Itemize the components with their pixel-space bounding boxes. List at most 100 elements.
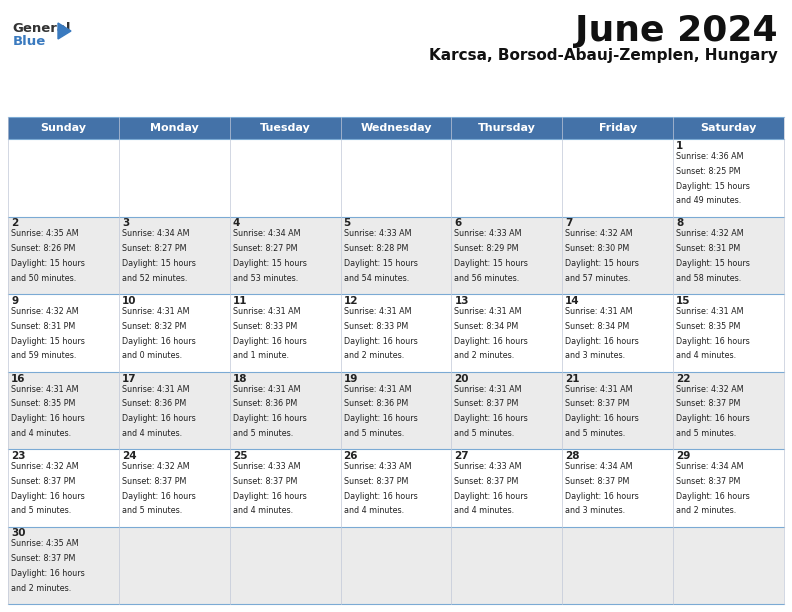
Text: 11: 11 xyxy=(233,296,247,306)
Text: Daylight: 16 hours: Daylight: 16 hours xyxy=(233,414,307,423)
Text: 26: 26 xyxy=(344,451,358,461)
Text: Sunday: Sunday xyxy=(40,123,86,133)
Bar xyxy=(119,449,230,526)
Text: Sunrise: 4:31 AM: Sunrise: 4:31 AM xyxy=(122,384,189,394)
Text: Sunset: 8:37 PM: Sunset: 8:37 PM xyxy=(233,477,297,486)
Text: Sunrise: 4:31 AM: Sunrise: 4:31 AM xyxy=(565,384,633,394)
Text: Sunrise: 4:34 AM: Sunrise: 4:34 AM xyxy=(565,462,633,471)
Text: Sunrise: 4:31 AM: Sunrise: 4:31 AM xyxy=(455,384,522,394)
Text: Daylight: 16 hours: Daylight: 16 hours xyxy=(455,414,528,423)
Text: Daylight: 15 hours: Daylight: 15 hours xyxy=(676,259,750,268)
Text: Daylight: 16 hours: Daylight: 16 hours xyxy=(676,414,750,423)
Text: Daylight: 16 hours: Daylight: 16 hours xyxy=(122,491,196,501)
Text: Sunset: 8:35 PM: Sunset: 8:35 PM xyxy=(676,322,741,330)
Text: 18: 18 xyxy=(233,373,247,384)
Text: Sunrise: 4:34 AM: Sunrise: 4:34 AM xyxy=(233,230,300,239)
Text: 14: 14 xyxy=(565,296,580,306)
Text: Sunset: 8:36 PM: Sunset: 8:36 PM xyxy=(233,399,297,408)
Bar xyxy=(119,526,230,604)
Bar xyxy=(230,294,341,371)
Text: Daylight: 16 hours: Daylight: 16 hours xyxy=(676,337,750,346)
Text: Sunrise: 4:31 AM: Sunrise: 4:31 AM xyxy=(233,307,300,316)
Text: Daylight: 15 hours: Daylight: 15 hours xyxy=(455,259,528,268)
Text: Daylight: 16 hours: Daylight: 16 hours xyxy=(455,337,528,346)
Bar xyxy=(230,526,341,604)
Text: and 59 minutes.: and 59 minutes. xyxy=(11,351,76,360)
Text: Sunrise: 4:31 AM: Sunrise: 4:31 AM xyxy=(676,307,744,316)
Bar xyxy=(451,294,562,371)
Text: Sunset: 8:37 PM: Sunset: 8:37 PM xyxy=(565,399,630,408)
Text: and 4 minutes.: and 4 minutes. xyxy=(11,429,71,438)
Text: 22: 22 xyxy=(676,373,691,384)
Bar xyxy=(562,139,673,217)
Text: 27: 27 xyxy=(455,451,469,461)
Text: 24: 24 xyxy=(122,451,136,461)
Text: Sunrise: 4:34 AM: Sunrise: 4:34 AM xyxy=(122,230,189,239)
Text: and 2 minutes.: and 2 minutes. xyxy=(455,351,515,360)
Bar xyxy=(230,217,341,294)
Text: and 5 minutes.: and 5 minutes. xyxy=(565,429,626,438)
Text: Daylight: 16 hours: Daylight: 16 hours xyxy=(11,569,85,578)
Text: 7: 7 xyxy=(565,218,573,228)
Text: Sunset: 8:37 PM: Sunset: 8:37 PM xyxy=(122,477,186,486)
Text: Daylight: 16 hours: Daylight: 16 hours xyxy=(11,414,85,423)
Text: Sunrise: 4:31 AM: Sunrise: 4:31 AM xyxy=(122,307,189,316)
Text: Saturday: Saturday xyxy=(700,123,757,133)
Bar xyxy=(562,526,673,604)
Text: Sunrise: 4:33 AM: Sunrise: 4:33 AM xyxy=(233,462,300,471)
Text: Sunrise: 4:32 AM: Sunrise: 4:32 AM xyxy=(565,230,633,239)
Text: 29: 29 xyxy=(676,451,691,461)
Text: Sunrise: 4:31 AM: Sunrise: 4:31 AM xyxy=(233,384,300,394)
Text: and 4 minutes.: and 4 minutes. xyxy=(344,506,404,515)
Text: and 5 minutes.: and 5 minutes. xyxy=(455,429,515,438)
Text: General: General xyxy=(12,22,70,35)
Bar xyxy=(451,526,562,604)
Text: Sunset: 8:36 PM: Sunset: 8:36 PM xyxy=(122,399,186,408)
Text: Sunset: 8:35 PM: Sunset: 8:35 PM xyxy=(11,399,75,408)
Text: 5: 5 xyxy=(344,218,351,228)
Text: Karcsa, Borsod-Abauj-Zemplen, Hungary: Karcsa, Borsod-Abauj-Zemplen, Hungary xyxy=(429,48,778,63)
Text: 10: 10 xyxy=(122,296,136,306)
Text: 2: 2 xyxy=(11,218,18,228)
Bar xyxy=(8,449,119,526)
Text: Daylight: 15 hours: Daylight: 15 hours xyxy=(122,259,196,268)
Text: Daylight: 16 hours: Daylight: 16 hours xyxy=(344,337,417,346)
Text: and 4 minutes.: and 4 minutes. xyxy=(233,506,293,515)
Bar xyxy=(8,526,119,604)
Text: 20: 20 xyxy=(455,373,469,384)
Text: 21: 21 xyxy=(565,373,580,384)
Text: 8: 8 xyxy=(676,218,683,228)
Text: and 54 minutes.: and 54 minutes. xyxy=(344,274,409,283)
Text: Sunset: 8:28 PM: Sunset: 8:28 PM xyxy=(344,244,408,253)
Bar xyxy=(119,217,230,294)
Text: Sunset: 8:37 PM: Sunset: 8:37 PM xyxy=(676,399,741,408)
Text: and 49 minutes.: and 49 minutes. xyxy=(676,196,741,205)
Text: 19: 19 xyxy=(344,373,358,384)
Bar xyxy=(562,449,673,526)
Text: Daylight: 16 hours: Daylight: 16 hours xyxy=(565,491,639,501)
Text: 16: 16 xyxy=(11,373,25,384)
Text: and 56 minutes.: and 56 minutes. xyxy=(455,274,520,283)
Text: 13: 13 xyxy=(455,296,469,306)
Text: 4: 4 xyxy=(233,218,240,228)
Text: Sunset: 8:33 PM: Sunset: 8:33 PM xyxy=(233,322,297,330)
Text: Sunset: 8:27 PM: Sunset: 8:27 PM xyxy=(122,244,186,253)
Text: 3: 3 xyxy=(122,218,129,228)
Bar xyxy=(673,294,784,371)
Text: Sunrise: 4:33 AM: Sunrise: 4:33 AM xyxy=(344,462,411,471)
Bar xyxy=(230,371,341,449)
Text: Sunset: 8:37 PM: Sunset: 8:37 PM xyxy=(455,477,519,486)
Text: Daylight: 15 hours: Daylight: 15 hours xyxy=(676,182,750,190)
Text: Sunset: 8:37 PM: Sunset: 8:37 PM xyxy=(565,477,630,486)
Text: Sunrise: 4:31 AM: Sunrise: 4:31 AM xyxy=(344,307,411,316)
Text: Sunset: 8:37 PM: Sunset: 8:37 PM xyxy=(11,477,75,486)
Text: Daylight: 15 hours: Daylight: 15 hours xyxy=(11,259,85,268)
Bar xyxy=(341,371,451,449)
Text: Sunrise: 4:32 AM: Sunrise: 4:32 AM xyxy=(11,462,78,471)
Bar xyxy=(341,217,451,294)
Bar xyxy=(341,449,451,526)
Text: Sunset: 8:34 PM: Sunset: 8:34 PM xyxy=(565,322,630,330)
Text: and 1 minute.: and 1 minute. xyxy=(233,351,289,360)
Text: Daylight: 15 hours: Daylight: 15 hours xyxy=(344,259,417,268)
Text: Sunset: 8:37 PM: Sunset: 8:37 PM xyxy=(676,477,741,486)
